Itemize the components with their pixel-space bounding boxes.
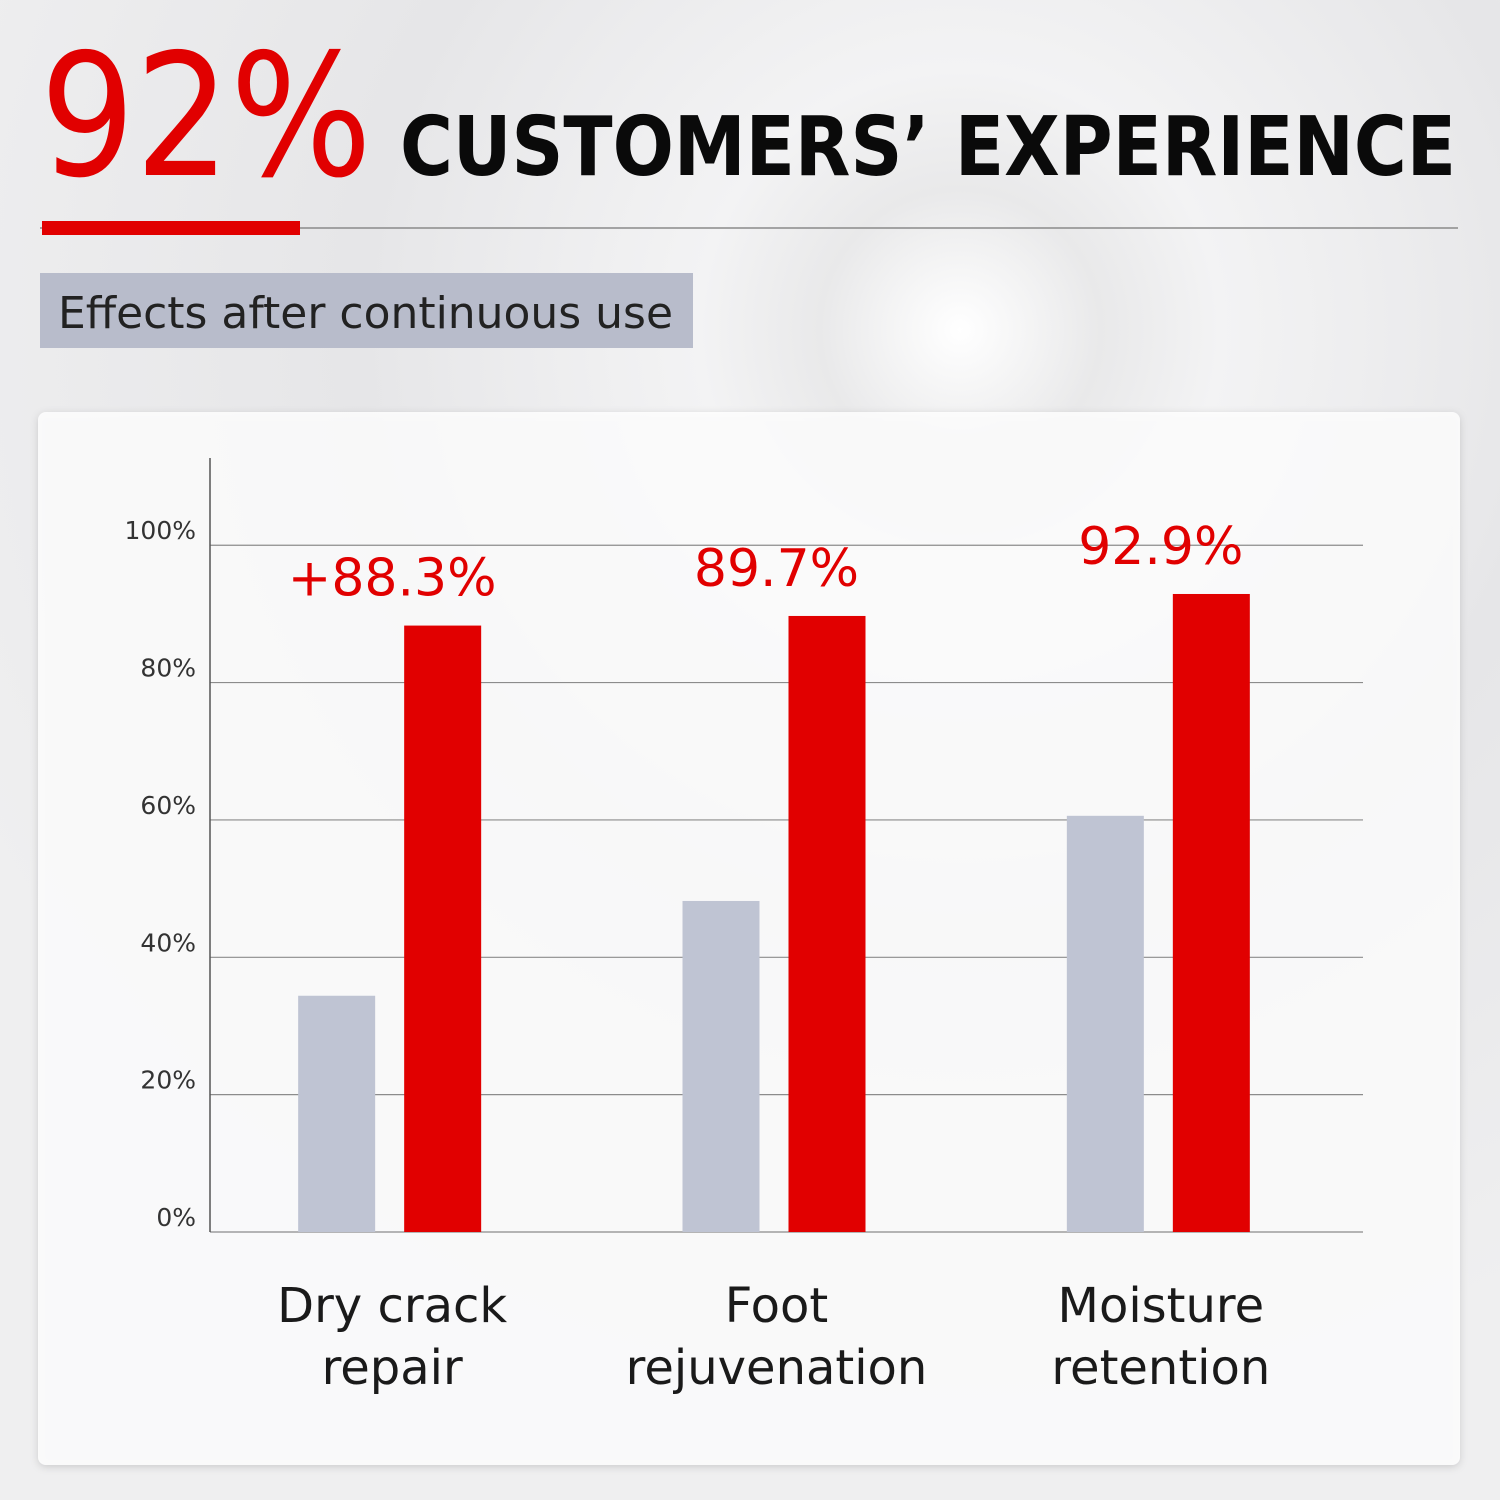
bar <box>404 625 482 1232</box>
x-tick-label: Moisture retention <box>1051 1278 1271 1396</box>
subtitle: Effects after continuous use <box>58 288 673 339</box>
chart: 0% 20% 40% 60% 80% 100% +88.3% 89.7% 92.9% <box>125 458 1363 1233</box>
x-tick-label: Dry crack repair <box>277 1278 508 1396</box>
value-label: +88.3% <box>288 549 497 609</box>
subtitle-box <box>40 273 693 348</box>
value-label: 89.7% <box>694 539 859 599</box>
y-tick-label: 100% <box>125 516 196 545</box>
bar <box>1172 593 1250 1232</box>
value-label: 92.9% <box>1078 517 1243 577</box>
divider-accent <box>42 221 300 235</box>
bar <box>682 900 760 1232</box>
bar <box>298 995 376 1232</box>
y-tick-label: 60% <box>140 791 196 820</box>
y-tick-label: 40% <box>140 928 196 957</box>
y-tick-label: 20% <box>140 1066 196 1095</box>
headline-number: 92% <box>40 18 372 216</box>
y-tick-label: 0% <box>156 1203 196 1232</box>
bar <box>1066 815 1144 1232</box>
bar <box>788 615 866 1232</box>
headline-title: CUSTOMERS’ EXPERIENCE <box>400 100 1456 195</box>
x-tick-label: Foot rejuvenation <box>625 1278 928 1396</box>
y-tick-label: 80% <box>140 654 196 683</box>
